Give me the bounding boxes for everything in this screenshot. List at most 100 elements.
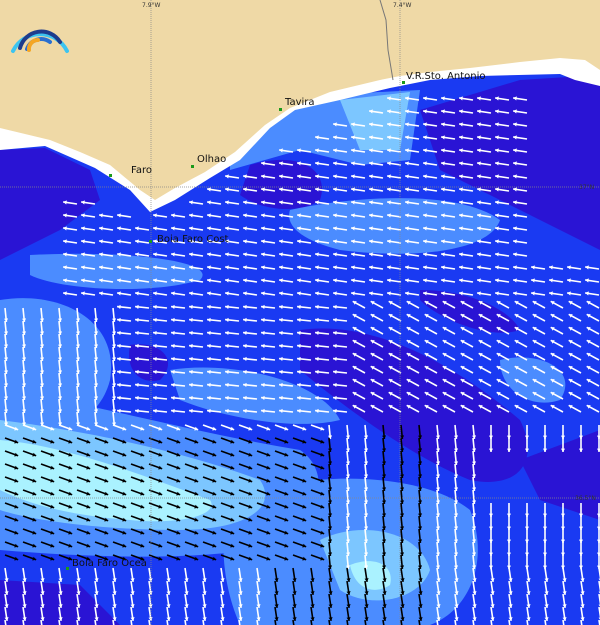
arrow-head	[207, 343, 211, 348]
arrow-head	[266, 452, 271, 457]
arrow-head	[117, 239, 121, 244]
arrow-head	[261, 200, 265, 205]
arrow-head	[135, 343, 139, 348]
arrow-head	[346, 526, 351, 530]
place-label-vrsa[interactable]: V.R.Sto. Antonio	[406, 71, 486, 82]
arrow-head	[117, 304, 121, 309]
arrow-head	[207, 200, 211, 205]
place-label-olhao[interactable]: Olhao	[197, 154, 226, 165]
arrow-head	[514, 340, 519, 344]
arrow-head	[514, 379, 519, 383]
arrow-head	[418, 617, 423, 621]
arrow-head	[495, 213, 499, 218]
arrow-head	[153, 369, 157, 374]
arrow-head	[315, 395, 319, 400]
arrow-head	[194, 504, 199, 509]
arrow-head	[490, 617, 495, 621]
arrow-head	[279, 174, 283, 179]
current-arrow	[58, 619, 61, 625]
arrow-head	[514, 301, 519, 305]
arrow-head	[513, 278, 517, 283]
place-label-tavira[interactable]: Tavira	[284, 97, 315, 108]
arrow-head	[153, 330, 157, 335]
arrow-head	[94, 604, 99, 608]
arrow-head	[423, 200, 427, 205]
buoy-label-ocean[interactable]: Boia Faro Ocea	[72, 558, 147, 569]
arrow-head	[22, 370, 27, 374]
arrow-head	[256, 617, 261, 621]
arrow-head	[496, 353, 501, 357]
arrow-head	[261, 291, 265, 296]
arrow-head	[207, 265, 211, 270]
arrow-head	[153, 395, 157, 400]
arrow-head	[423, 109, 427, 114]
arrow-head	[364, 435, 369, 439]
arrow-head	[50, 491, 55, 496]
buoy-label-coast[interactable]: Boia Faro Cost	[157, 234, 229, 245]
current-arrow	[256, 619, 259, 625]
arrow-head	[568, 327, 573, 331]
arrow-head	[568, 392, 573, 396]
arrow-head	[122, 530, 127, 535]
arrow-head	[261, 382, 265, 387]
lon-label: 7.4°W	[393, 2, 412, 9]
arrow-head	[284, 426, 289, 431]
arrow-head	[68, 543, 73, 548]
arrow-head	[459, 291, 463, 296]
arrow-head	[140, 556, 145, 561]
arrow-head	[542, 435, 548, 439]
arrow-head	[279, 187, 283, 192]
arrow-head	[202, 591, 207, 595]
arrow-head	[302, 556, 307, 561]
arrow-head	[212, 504, 217, 509]
arrow-head	[532, 379, 537, 383]
current-arrow	[562, 619, 565, 625]
arrow-head	[284, 478, 289, 483]
arrow-head	[225, 187, 229, 192]
arrow-head	[351, 161, 355, 166]
arrow-head	[460, 340, 465, 344]
arrow-head	[63, 213, 67, 218]
arrow-head	[207, 291, 211, 296]
arrow-head	[94, 344, 99, 348]
arrow-head	[50, 543, 55, 548]
arrow-head	[578, 513, 584, 517]
arrow-head	[333, 304, 337, 309]
arrow-head	[243, 187, 247, 192]
arrow-head	[550, 392, 555, 396]
arrow-head	[441, 109, 445, 114]
arrow-head	[32, 517, 37, 522]
arrow-head	[478, 327, 483, 331]
arrow-head	[578, 526, 584, 530]
arrow-head	[315, 213, 319, 218]
arrow-head	[369, 265, 373, 270]
arrow-head	[225, 317, 229, 322]
arrow-head	[495, 291, 499, 296]
arrow-head	[207, 187, 211, 192]
arrow-head	[477, 109, 481, 114]
arrow-head	[63, 265, 67, 270]
arrow-head	[135, 278, 139, 283]
arrow-head	[513, 109, 517, 114]
arrow-head	[370, 366, 375, 370]
arrow-head	[266, 465, 271, 470]
arrow-head	[364, 539, 369, 543]
arrow-head	[478, 301, 483, 305]
current-arrow	[148, 619, 151, 625]
arrow-head	[158, 439, 163, 444]
arrow-head	[400, 435, 405, 439]
arrow-head	[567, 291, 571, 296]
arrow-head	[189, 343, 193, 348]
arrow-head	[225, 252, 229, 257]
place-label-faro[interactable]: Faro	[131, 165, 152, 176]
arrow-head	[315, 369, 319, 374]
arrow-head	[284, 452, 289, 457]
arrow-head	[189, 252, 193, 257]
arrow-head	[424, 314, 429, 318]
arrow-head	[279, 369, 283, 374]
arrow-head	[388, 379, 393, 383]
arrow-head	[495, 135, 499, 140]
